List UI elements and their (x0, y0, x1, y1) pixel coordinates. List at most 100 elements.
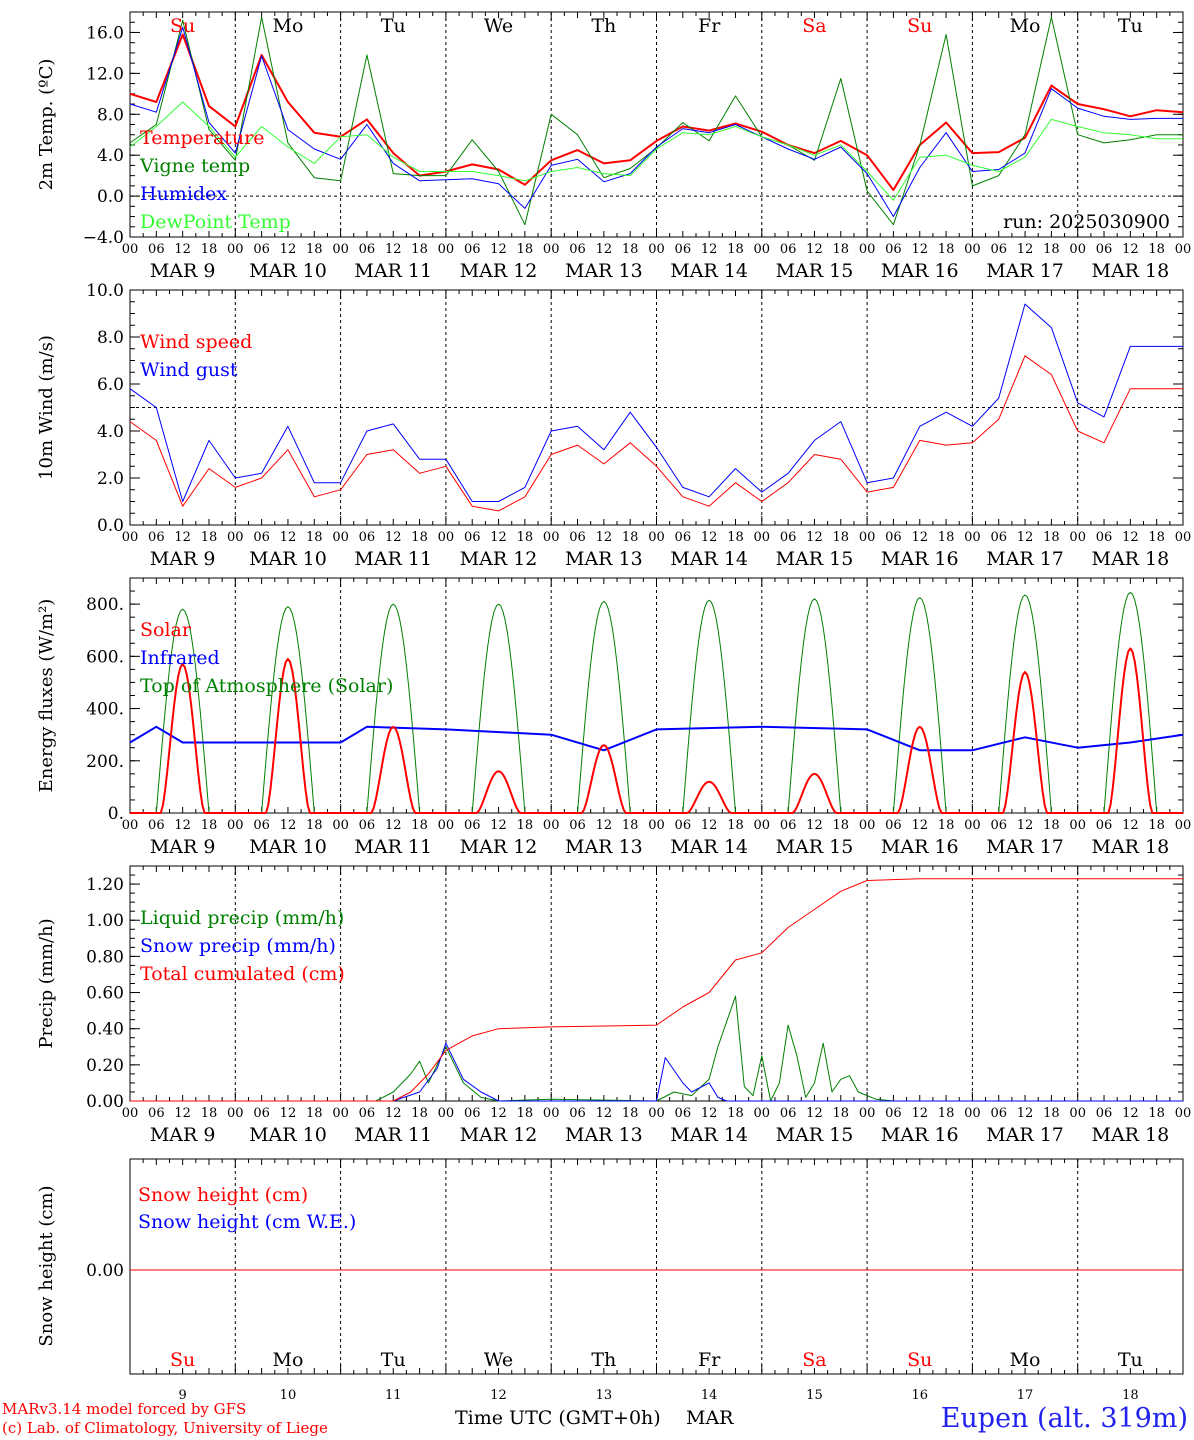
date-label: MAR 14 (670, 1124, 748, 1146)
date-label: MAR 10 (249, 1124, 327, 1146)
hour-tick-label: 06 (359, 242, 376, 257)
legend-entry: Vigne temp (139, 155, 250, 177)
weekday-label: Mo (1010, 1349, 1041, 1371)
y-axis-title: Energy fluxes (W/m²) (36, 599, 57, 793)
hour-tick-label: 06 (148, 242, 165, 257)
legend-entry: Wind speed (140, 331, 252, 353)
hour-tick-label: 18 (622, 530, 639, 545)
hour-tick-label: 00 (1175, 242, 1192, 257)
y-tick-label: 16.0 (86, 23, 124, 43)
hour-tick-label: 06 (675, 242, 692, 257)
hour-tick-label: 12 (490, 242, 507, 257)
hour-tick-label: 18 (517, 1106, 534, 1121)
hour-tick-label: 00 (1175, 818, 1192, 833)
weekday-label: Sa (802, 1349, 826, 1371)
weekday-label: Tu (381, 15, 406, 37)
credit-line-1: MARv3.14 model forced by GFS (2, 1400, 246, 1418)
hour-tick-label: 06 (990, 818, 1007, 833)
legend-entry: Snow precip (mm/h) (140, 935, 336, 957)
day-number-label: 14 (701, 1388, 718, 1403)
legend-entry: Temperature (140, 127, 264, 149)
hour-tick-label: 06 (464, 1106, 481, 1121)
series-line (130, 1042, 1183, 1102)
hour-tick-label: 12 (280, 1106, 297, 1121)
hour-tick-label: 00 (122, 242, 139, 257)
date-label: MAR 17 (986, 836, 1064, 858)
series-line (129, 33, 1184, 191)
hour-tick-label: 12 (701, 242, 718, 257)
date-label: MAR 16 (881, 260, 959, 282)
weekday-label: Su (907, 1349, 932, 1371)
y-axis-title: 2m Temp. (ºC) (36, 59, 57, 191)
date-label: MAR 9 (150, 1124, 216, 1146)
hour-tick-label: 00 (122, 818, 139, 833)
credit-line-2: (c) Lab. of Climatology, University of L… (2, 1419, 328, 1437)
day-number-label: 11 (385, 1388, 402, 1403)
date-label: MAR 14 (670, 548, 748, 570)
hour-tick-label: 00 (227, 242, 244, 257)
hour-tick-label: 06 (780, 530, 797, 545)
hour-tick-label: 18 (201, 818, 218, 833)
legend-entry: Total cumulated (cm) (140, 963, 345, 985)
hour-tick-label: 12 (385, 1106, 402, 1121)
hour-tick-label: 12 (701, 1106, 718, 1121)
y-tick-label: 10.0 (86, 281, 124, 301)
panel-1: 00 06 12 18 00 06 12 18 00 06 12 18 00 06 12 18 00 06 12 18… (36, 11, 1192, 282)
y-tick-label: 0.00 (86, 1092, 124, 1112)
y-tick-label: 0.00 (86, 1261, 124, 1281)
hour-tick-label: 06 (990, 1106, 1007, 1121)
plot-frame (129, 11, 1184, 238)
hour-tick-label: 00 (859, 1106, 876, 1121)
hour-tick-label: 12 (911, 818, 928, 833)
hour-tick-label: 18 (411, 1106, 428, 1121)
weekday-label: Tu (1118, 1349, 1143, 1371)
hour-tick-label: 18 (833, 818, 850, 833)
hour-tick-label: 00 (227, 818, 244, 833)
date-label: MAR 13 (565, 836, 643, 858)
y-tick-label: 800. (86, 595, 124, 615)
hour-tick-label: 06 (780, 818, 797, 833)
hour-tick-label: 12 (806, 1106, 823, 1121)
hour-tick-label: 18 (1148, 1106, 1165, 1121)
hour-tick-label: 18 (727, 818, 744, 833)
day-number-label: 18 (1122, 1388, 1139, 1403)
date-label: MAR 14 (670, 260, 748, 282)
weekday-label: Tu (381, 1349, 406, 1371)
legend-entry: Infrared (140, 647, 220, 669)
y-tick-label: 8.0 (97, 328, 124, 348)
hour-tick-label: 00 (332, 242, 349, 257)
date-label: MAR 18 (1091, 548, 1169, 570)
y-tick-label: 0.20 (86, 1056, 124, 1076)
hour-tick-label: 18 (833, 1106, 850, 1121)
weekday-label: Su (170, 15, 195, 37)
hour-tick-label: 12 (490, 530, 507, 545)
hour-tick-label: 06 (253, 818, 270, 833)
panels: 00 06 12 18 00 06 12 18 00 06 12 18 00 06 12 18 00 06 12 18… (36, 11, 1192, 1403)
date-label: MAR 18 (1091, 260, 1169, 282)
date-label: MAR 15 (776, 1124, 854, 1146)
hour-tick-label: 12 (806, 818, 823, 833)
date-label: MAR 12 (460, 548, 538, 570)
y-tick-label: 0.40 (86, 1020, 124, 1040)
hour-tick-label: 18 (517, 530, 534, 545)
hour-tick-label: 18 (411, 242, 428, 257)
hour-tick-label: 06 (990, 530, 1007, 545)
hour-tick-label: 06 (885, 1106, 902, 1121)
hour-tick-label: 00 (964, 818, 981, 833)
hour-tick-label: 06 (569, 242, 586, 257)
hour-tick-label: 18 (727, 242, 744, 257)
date-label: MAR 11 (354, 548, 432, 570)
weekday-label: Mo (272, 15, 303, 37)
date-label: MAR 16 (881, 1124, 959, 1146)
series-line (129, 725, 1184, 752)
y-tick-label: 0.0 (97, 187, 124, 207)
hour-tick-label: 06 (780, 242, 797, 257)
y-tick-label: 4.0 (97, 422, 124, 442)
panel-4: 00 06 12 18 00 06 12 18 00 06 12 18 00 06 12 18 00 06 12 18… (36, 865, 1191, 1146)
hour-tick-label: 06 (569, 818, 586, 833)
footer: MARv3.14 model forced by GFS (c) Lab. of… (2, 1400, 1188, 1437)
date-label: MAR 11 (354, 260, 432, 282)
hour-tick-label: 00 (332, 1106, 349, 1121)
date-label: MAR 16 (881, 836, 959, 858)
